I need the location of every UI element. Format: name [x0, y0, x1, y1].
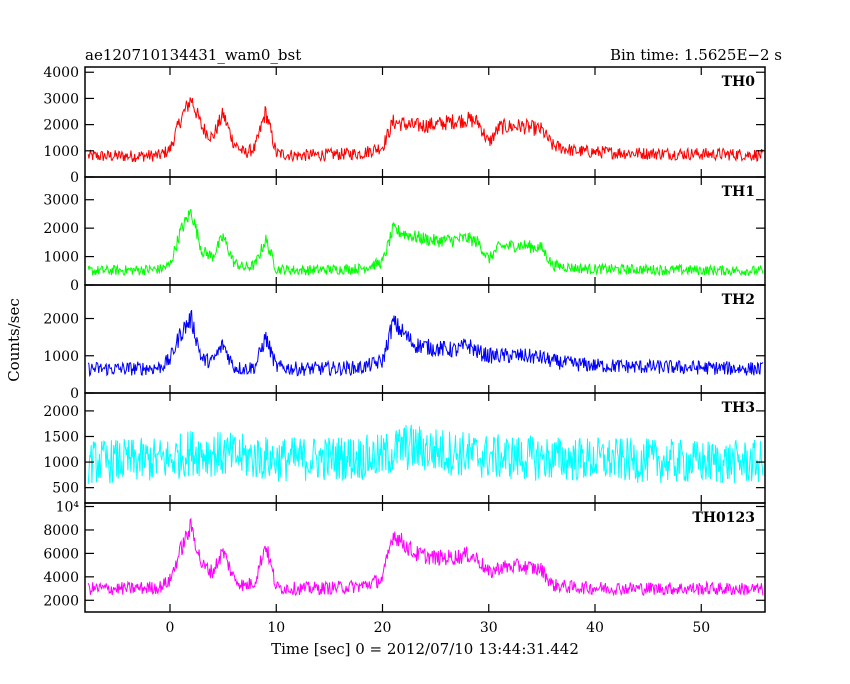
panel-th0123: 2000 4000 6000 8000 10⁴ TH0123 [43, 500, 766, 613]
panels: 0 1000 2000 3000 4000 TH0 0 1000 2000 3000 TH1 0 100… [43, 65, 766, 613]
panel-label: TH1 [722, 184, 755, 200]
panel-label: TH2 [722, 292, 755, 308]
y-tick-label: 4000 [43, 570, 79, 586]
y-tick-label: 10⁴ [56, 500, 80, 516]
chart-title: ae120710134431_wam0_bst [85, 46, 301, 64]
panel-th0: 0 1000 2000 3000 4000 TH0 [43, 65, 766, 186]
panel-th2: 0 1000 2000 TH2 [43, 284, 766, 402]
y-tick-label: 3000 [43, 193, 79, 209]
panel-frame [84, 284, 766, 394]
x-tick-label: 30 [480, 620, 498, 636]
bin-time-label: Bin time: 1.5625E−2 s [610, 46, 782, 64]
y-tick-label: 1500 [43, 429, 79, 445]
series-line-th3 [87, 424, 764, 485]
panel-th1: 0 1000 2000 3000 TH1 [43, 176, 766, 294]
x-axis-label: Time [sec] 0 = 2012/07/10 13:44:31.442 [271, 640, 579, 658]
y-tick-label: 4000 [43, 65, 79, 81]
y-tick-label: 2000 [43, 118, 79, 134]
y-tick-label: 0 [70, 278, 79, 294]
y-tick-label: 2000 [43, 312, 79, 328]
panel-label: TH0 [722, 74, 756, 90]
y-tick-label: 2000 [43, 593, 79, 609]
y-tick-label: 3000 [43, 91, 79, 107]
x-axis: 0 10 20 30 40 50 [166, 620, 711, 636]
series-line-th2 [87, 309, 764, 378]
y-tick-label: 1000 [43, 455, 79, 471]
y-tick-label: 2000 [43, 404, 79, 420]
panel-frame [84, 176, 766, 286]
series-line-th1 [87, 208, 764, 277]
x-tick-label: 10 [267, 620, 285, 636]
y-tick-label: 1000 [43, 349, 79, 365]
panel-label: TH0123 [692, 510, 755, 526]
y-tick-label: 0 [70, 386, 79, 402]
y-tick-label: 2000 [43, 221, 79, 237]
y-tick-label: 8000 [43, 523, 79, 539]
x-tick-label: 0 [166, 620, 175, 636]
y-tick-label: 1000 [43, 144, 79, 160]
y-axis-label: Counts/sec [5, 298, 23, 382]
panel-frame [84, 66, 766, 178]
panel-th3: 500 1000 1500 2000 TH3 [43, 392, 766, 504]
y-tick-label: 500 [52, 481, 79, 497]
x-tick-label: 40 [586, 620, 604, 636]
panel-frame [84, 502, 766, 613]
x-tick-label: 50 [692, 620, 710, 636]
series-line-th0 [87, 97, 764, 163]
y-tick-label: 0 [70, 170, 79, 186]
x-tick-label: 20 [374, 620, 392, 636]
series-line-th0123 [87, 517, 764, 597]
panel-label: TH3 [722, 400, 755, 416]
y-tick-label: 1000 [43, 250, 79, 266]
y-tick-label: 6000 [43, 546, 79, 562]
